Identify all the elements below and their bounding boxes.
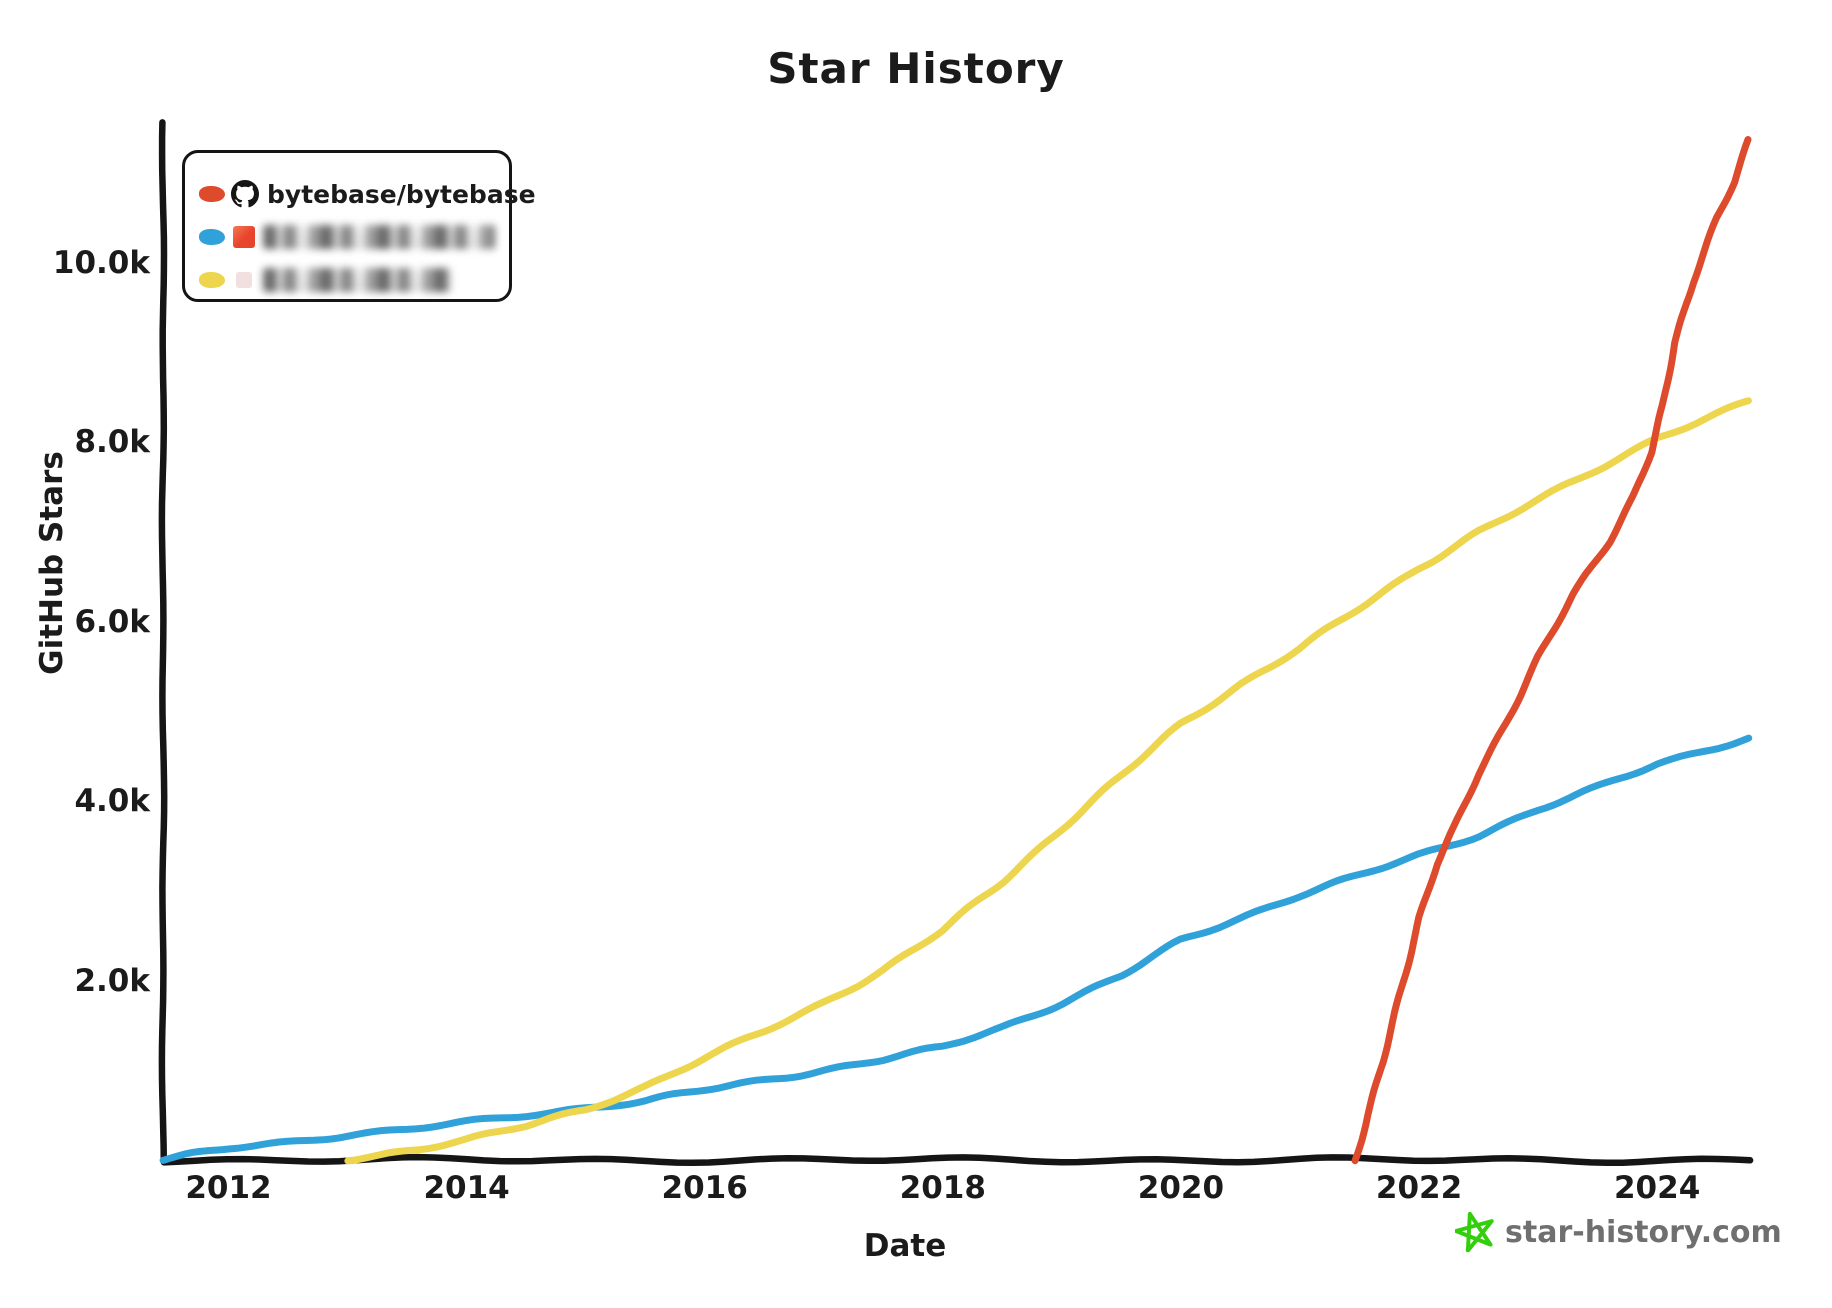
x-tick-2016: 2016	[661, 1170, 748, 1206]
red-series-swatch	[199, 186, 225, 202]
redacted-repo-label-blur	[263, 268, 451, 292]
legend-item-redacted-2	[199, 263, 451, 297]
y-tick-4.0k: 4.0k	[74, 783, 150, 820]
series-line-redacted-yellow	[344, 397, 1752, 1165]
orange-square-avatar	[233, 226, 255, 248]
x-tick-2018: 2018	[899, 1170, 986, 1206]
green-star-icon	[1455, 1212, 1494, 1252]
y-tick-8.0k: 8.0k	[74, 424, 150, 461]
legend-item-bytebase: bytebase/bytebase	[199, 177, 536, 211]
legend: bytebase/bytebase	[182, 150, 536, 302]
y-axis-line	[158, 119, 168, 1166]
y-tick-2.0k: 2.0k	[74, 962, 150, 999]
series-line-redacted-blue	[159, 734, 1753, 1164]
github-octocat-icon	[231, 180, 259, 208]
site-watermark: star-history.com	[1455, 1206, 1782, 1258]
blue-series-swatch	[199, 229, 225, 245]
y-tick-6.0k: 6.0k	[74, 603, 150, 640]
x-tick-2022: 2022	[1375, 1170, 1463, 1206]
x-axis-title: Date	[863, 1228, 947, 1264]
watermark-text: star-history.com	[1505, 1214, 1782, 1250]
redacted-repo-label-blur	[263, 225, 495, 249]
y-tick-10.0k: 10.0k	[52, 244, 150, 281]
x-tick-2020: 2020	[1137, 1170, 1225, 1206]
legend-label-bytebase: bytebase/bytebase	[267, 179, 536, 209]
x-axis-line	[160, 1153, 1754, 1167]
legend-item-redacted-1	[199, 220, 495, 254]
x-tick-2012: 2012	[185, 1170, 272, 1206]
pink-square-avatar	[236, 272, 252, 288]
x-tick-2024: 2024	[1613, 1170, 1701, 1206]
chart-title: Star History	[767, 44, 1065, 93]
x-tick-2014: 2014	[423, 1170, 510, 1206]
series-line-bytebase-bytebase	[1351, 136, 1752, 1165]
yellow-series-swatch	[199, 272, 225, 288]
